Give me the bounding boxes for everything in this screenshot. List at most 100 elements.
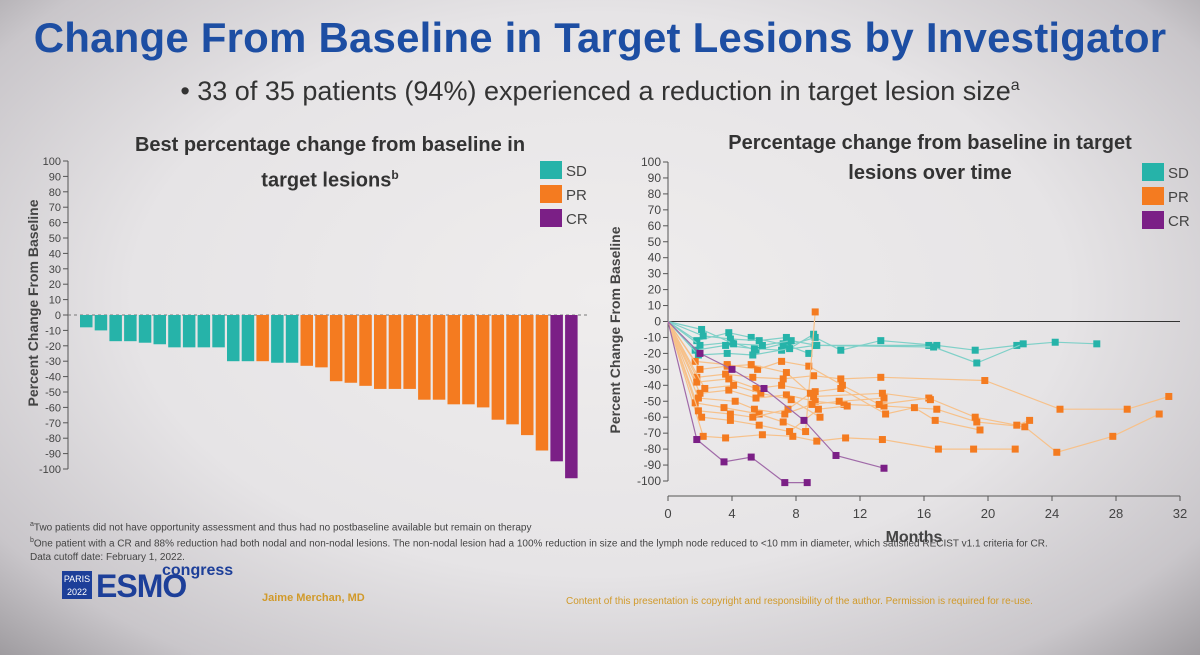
waterfall-bar-sd (94, 315, 108, 331)
right-chart-title: Percentage change from baseline in targe… (660, 128, 1200, 188)
spider-point-sd (699, 332, 707, 340)
left-y-tick-label: -30 (45, 356, 61, 368)
left-y-tick-label: 10 (49, 295, 61, 307)
spider-point-pr (726, 416, 734, 424)
spider-point-pr (934, 445, 942, 453)
right-x-tick-label: 8 (792, 506, 799, 521)
right-legend-label-pr: PR (1168, 189, 1189, 206)
waterfall-bar-pr (447, 315, 460, 405)
right-y-tick-label: -20 (644, 346, 662, 360)
spider-point-pr (816, 413, 824, 421)
waterfall-bar-sd (124, 315, 137, 342)
right-y-tick-label: 90 (648, 171, 662, 185)
waterfall-bar-pr (256, 315, 269, 362)
spider-point-pr (784, 405, 792, 413)
spider-line-sd (667, 321, 814, 356)
waterfall-bar-pr (300, 315, 313, 366)
waterfall-bar-pr (432, 315, 446, 400)
spider-point-cr (803, 479, 811, 487)
right-y-tick-label: 80 (648, 187, 662, 201)
spider-point-pr (698, 413, 706, 421)
right-x-tick-label: 32 (1173, 506, 1187, 521)
right-y-tick-label: 50 (648, 235, 662, 249)
spider-point-pr (696, 389, 704, 397)
waterfall-bar-sd (138, 315, 152, 343)
logo-brand: ESMO (96, 568, 187, 604)
left-y-tick-label: -40 (45, 372, 61, 384)
spider-line-sd (667, 320, 1024, 364)
spider-point-pr (758, 431, 766, 439)
spider-point-pr (781, 410, 789, 418)
spider-point-pr (1011, 445, 1019, 453)
spider-point-pr (778, 357, 786, 365)
left-legend-swatch-sd (540, 161, 562, 179)
waterfall-bar-sd (227, 315, 240, 362)
spider-point-pr (1056, 405, 1064, 413)
spider-point-pr (730, 381, 738, 389)
right-legend-label-sd: SD (1168, 165, 1189, 182)
left-y-tick-label: -90 (45, 449, 61, 461)
bullet-text: • 33 of 35 patients (94%) experienced a … (180, 76, 1011, 106)
spider-point-sd (1093, 340, 1101, 348)
right-x-tick-label: 16 (917, 506, 931, 521)
spider-point-pr (813, 437, 821, 445)
left-legend-swatch-cr (540, 209, 562, 227)
spider-point-pr (981, 377, 989, 385)
left-y-tick-label: 70 (49, 202, 61, 214)
spider-point-sd (726, 335, 734, 343)
spider-point-sd (782, 333, 790, 341)
left-y-tick-label: 0 (55, 310, 61, 322)
waterfall-bar-sd (197, 315, 211, 348)
right-y-tick-label: 60 (648, 219, 662, 233)
spider-point-sd (779, 340, 787, 348)
right-x-axis-label: Months (886, 529, 943, 546)
data-cutoff: Data cutoff date: February 1, 2022. (30, 551, 185, 563)
spider-point-pr (789, 432, 797, 440)
waterfall-bar-pr (521, 315, 534, 436)
waterfall-bar-pr (388, 315, 402, 389)
spider-point-pr (1053, 448, 1061, 456)
left-y-tick-label: -70 (45, 418, 61, 430)
left-y-tick-label: -50 (45, 387, 61, 399)
spider-point-pr (1109, 432, 1117, 440)
spider-point-pr (910, 404, 918, 412)
spider-point-sd (730, 340, 738, 348)
right-legend-swatch-pr (1142, 187, 1164, 205)
waterfall-bar-sd (109, 315, 122, 342)
right-y-tick-label: -50 (644, 394, 662, 408)
waterfall-bar-pr (403, 315, 416, 389)
right-x-tick-label: 12 (853, 506, 867, 521)
right-y-tick-label: -10 (644, 330, 662, 344)
right-y-tick-label: 30 (648, 267, 662, 281)
spider-point-pr (970, 445, 978, 453)
waterfall-bar-pr (374, 315, 387, 389)
spider-point-pr (926, 396, 934, 404)
spider-point-sd (925, 341, 933, 349)
spider-point-pr (875, 400, 883, 408)
spider-point-pr (835, 397, 843, 405)
logo-suffix: congress (162, 562, 234, 579)
waterfall-bar-cr (565, 315, 578, 479)
waterfall-bar-pr (535, 315, 549, 451)
waterfall-bar-sd (168, 315, 181, 348)
spider-point-pr (782, 369, 790, 377)
waterfall-bar-pr (359, 315, 372, 386)
spider-point-sd (755, 337, 763, 345)
waterfall-bar-pr (315, 315, 328, 368)
spider-point-sd (1019, 340, 1027, 348)
spider-point-pr (722, 370, 730, 378)
esmo-logo: PARIS 2022 ESMO congress (62, 562, 234, 605)
spider-line-pr (667, 321, 821, 418)
spider-point-pr (882, 410, 890, 418)
right-y-tick-label: -30 (644, 362, 662, 376)
left-y-tick-label: 60 (49, 218, 61, 230)
spider-line-pr (667, 321, 931, 401)
waterfall-bar-sd (285, 315, 299, 363)
spider-point-pr (1123, 405, 1131, 413)
spider-point-pr (755, 421, 763, 429)
left-y-tick-label: -100 (39, 464, 61, 476)
spider-point-pr (752, 394, 760, 402)
left-legend-label-cr: CR (566, 211, 588, 228)
spider-point-pr (750, 405, 758, 413)
